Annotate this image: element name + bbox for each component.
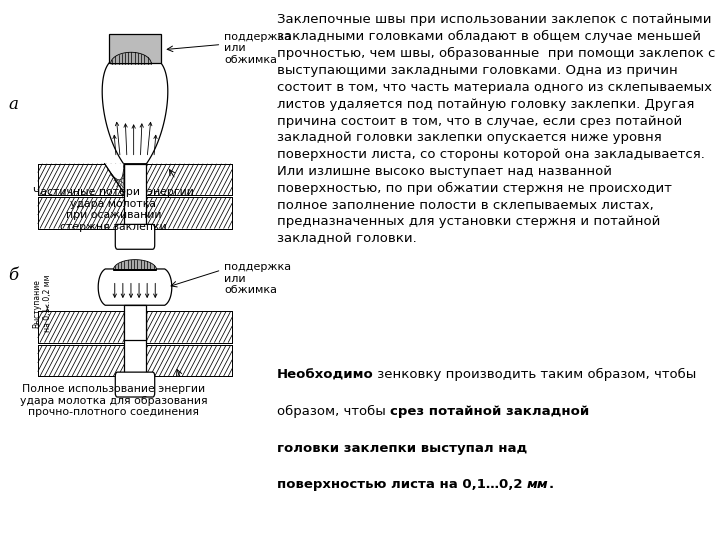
Polygon shape [104,164,124,192]
Polygon shape [124,305,146,340]
Text: Выступание
на 0,1...0,2 мм: Выступание на 0,1...0,2 мм [32,274,52,332]
Text: поддержка
или
обжимка: поддержка или обжимка [224,31,291,65]
Polygon shape [114,260,157,270]
Bar [124,312,146,376]
Text: зенковку производить таким образом, чтобы: зенковку производить таким образом, чтоб… [373,368,701,381]
Text: поддержка
или
обжимка: поддержка или обжимка [224,262,291,295]
Polygon shape [102,63,168,164]
Bar [37,164,232,195]
Bar [124,164,146,228]
Bar [37,345,232,376]
Bar [37,345,232,376]
Bar [37,198,232,228]
Bar [37,164,232,195]
FancyBboxPatch shape [115,372,155,397]
Text: б: б [8,267,18,284]
Text: Заклепочные швы при использовании заклепок с потайными закладными головками обла: Заклепочные швы при использовании заклеп… [276,14,715,245]
FancyBboxPatch shape [115,225,155,249]
Bar [37,198,232,228]
Text: срез потайной закладной: срез потайной закладной [390,405,589,418]
Bar [37,345,232,376]
Text: Частичные потери  энергии
удара молотка
при осаживании
стержня заклепки: Частичные потери энергии удара молотка п… [33,187,194,232]
Text: .: . [549,478,554,491]
Text: мм: мм [526,478,549,491]
Text: Полное использование энергии
удара молотка для образования
прочно-плотного соеди: Полное использование энергии удара молот… [19,384,207,417]
Bar [37,198,232,228]
Bar [37,312,232,342]
Text: а: а [8,96,18,113]
Polygon shape [111,52,151,64]
Bar [37,312,232,342]
Bar [37,312,232,342]
Text: головки заклепки выступал над: головки заклепки выступал над [276,442,527,455]
Bar [37,164,232,195]
Text: образом, чтобы: образом, чтобы [276,405,390,418]
Text: поверхностью листа на 0,1…0,2: поверхностью листа на 0,1…0,2 [276,478,526,491]
Polygon shape [98,269,172,305]
Text: Необходимо: Необходимо [276,368,373,381]
Bar [109,34,161,63]
